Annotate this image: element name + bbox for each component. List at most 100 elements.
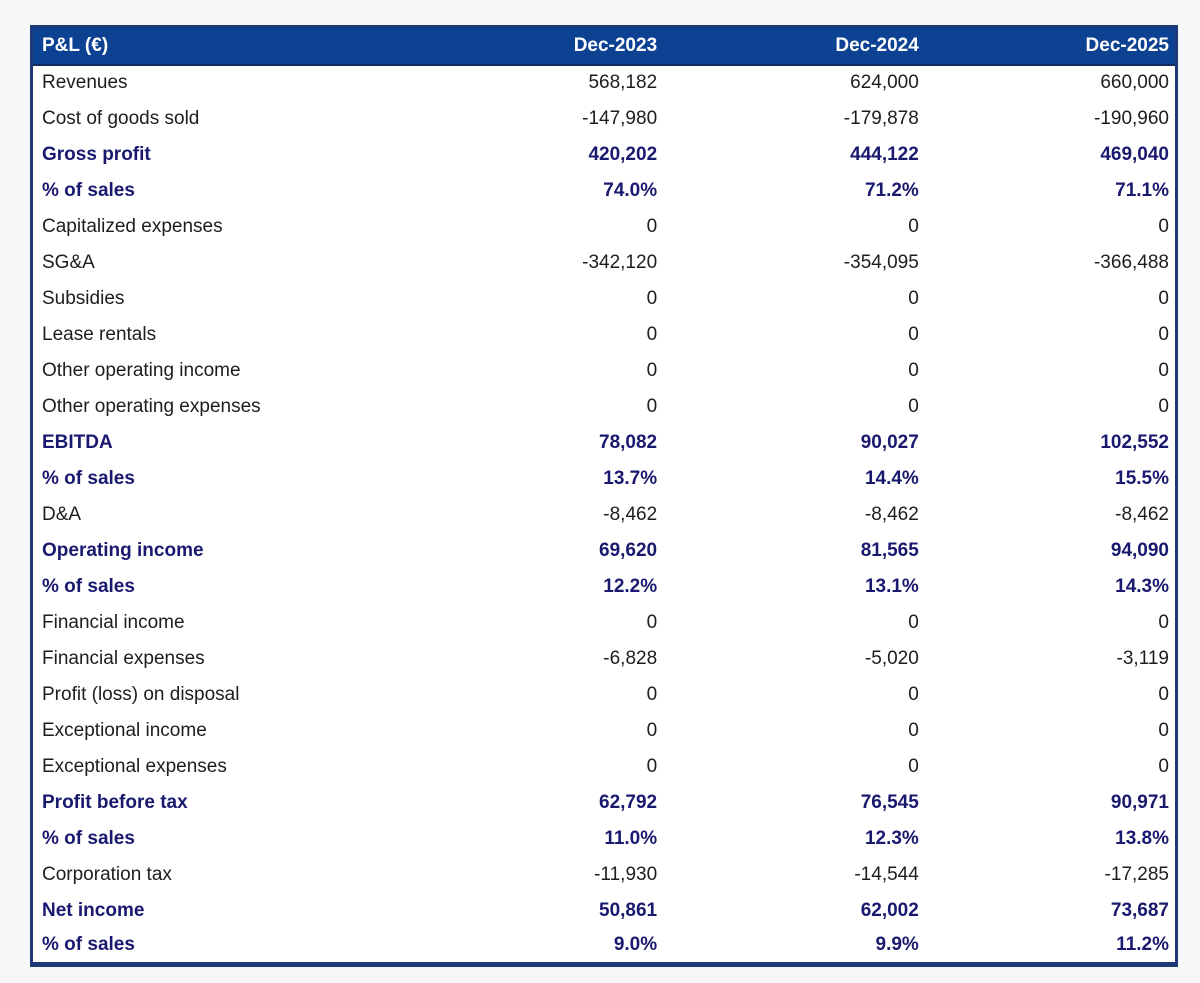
table-row: Profit (loss) on disposal 0 0 0 [32,677,1177,713]
cell-value: -179,878 [843,107,919,129]
table-title: P&L (€) [31,26,398,66]
cell-value: 74.0% [603,179,658,201]
cell-value: 0 [646,755,658,777]
row-label: % of sales [42,179,135,201]
cell-value: 14.4% [864,467,919,489]
cell-value: 9.0% [613,934,658,956]
cell-value: 0 [908,611,919,633]
cell-value: 0 [908,719,919,741]
cell-value: 81,565 [860,539,919,561]
cell-value: 0 [908,683,919,705]
cell-value: -190,960 [1093,107,1169,129]
cell-value: 71.1% [1115,179,1169,201]
cell-value: 0 [1158,611,1169,633]
cell-value: 12.3% [864,827,919,849]
table-row: Profit before tax 62,792 76,545 90,971 [32,785,1177,821]
cell-value: 94,090 [1110,539,1169,561]
row-label: % of sales [42,575,135,597]
cell-value: 0 [1158,755,1169,777]
cell-value: -342,120 [582,251,658,273]
cell-value: 0 [908,755,919,777]
row-label: % of sales [42,934,135,956]
cell-value: 0 [908,323,919,345]
row-label: Subsidies [42,287,125,309]
table-row: Lease rentals 0 0 0 [32,317,1177,353]
row-label: % of sales [42,827,135,849]
cell-value: 0 [1158,395,1169,417]
cell-value: -17,285 [1104,863,1169,885]
cell-value: 102,552 [1100,431,1169,453]
row-label: EBITDA [42,431,113,453]
row-label: Lease rentals [42,323,157,345]
cell-value: 71.2% [864,179,919,201]
row-label: Exceptional income [42,719,207,741]
column-header-dec-2023: Dec-2023 [397,26,666,66]
table-row: D&A -8,462 -8,462 -8,462 [32,497,1177,533]
cell-value: -3,119 [1116,647,1169,669]
cell-value: 0 [1158,683,1169,705]
cell-value: -8,462 [864,503,919,525]
row-label: Financial income [42,611,185,633]
table-row: Operating income 69,620 81,565 94,090 [32,533,1177,569]
cell-value: 0 [908,359,919,381]
cell-value: 420,202 [588,143,658,165]
row-label: Gross profit [42,143,151,165]
row-label: Profit before tax [42,791,188,813]
cell-value: -8,462 [1115,503,1169,525]
cell-value: 0 [646,395,658,417]
table-row: Financial income 0 0 0 [32,605,1177,641]
cell-value: 0 [646,215,658,237]
column-header-dec-2025: Dec-2025 [926,26,1177,66]
table-row: Cost of goods sold -147,980 -179,878 -190,9… [32,101,1177,137]
row-label: Operating income [42,539,204,561]
cell-value: 15.5% [1115,467,1169,489]
table-row: Revenues 568,182 624,000 660,000 [32,65,1177,101]
cell-value: 69,620 [599,539,658,561]
cell-value: 90,971 [1110,791,1169,813]
row-label: Profit (loss) on disposal [42,683,240,705]
cell-value: 13.8% [1115,827,1169,849]
cell-value: 0 [1158,215,1169,237]
row-label: Other operating expenses [42,395,261,417]
cell-value: 11.2% [1116,934,1169,956]
pnl-table: P&L (€) Dec-2023 Dec-2024 Dec-2025 Reven… [30,25,1178,967]
row-label: Other operating income [42,359,241,381]
cell-value: 0 [646,323,658,345]
cell-value: 0 [1158,287,1169,309]
row-label: Capitalized expenses [42,215,223,237]
cell-value: 76,545 [860,791,919,813]
cell-value: 0 [1158,719,1169,741]
table-row: Corporation tax -11,930 -14,544 -17,285 [32,857,1177,893]
cell-value: 12.2% [603,575,658,597]
cell-value: -8,462 [603,503,658,525]
table-row: EBITDA 78,082 90,027 102,552 [32,425,1177,461]
row-label: % of sales [42,467,135,489]
cell-value: -147,980 [582,107,658,129]
row-label: Exceptional expenses [42,755,227,777]
row-label: Revenues [42,72,128,93]
cell-value: -14,544 [854,863,919,885]
row-label: SG&A [42,251,95,273]
row-label: Net income [42,899,145,921]
table-row: Financial expenses -6,828 -5,020 -3,119 [32,641,1177,677]
cell-value: -5,020 [864,647,919,669]
cell-value: 0 [1158,359,1169,381]
cell-value: 660,000 [1100,72,1169,93]
cell-value: 568,182 [588,72,658,93]
column-header-dec-2024: Dec-2024 [665,26,927,66]
cell-value: 0 [646,719,658,741]
table-row: Other operating expenses 0 0 0 [32,389,1177,425]
table-row: % of sales 11.0% 12.3% 13.8% [32,821,1177,857]
cell-value: 0 [908,287,919,309]
cell-value: 0 [646,287,658,309]
table-row: Subsidies 0 0 0 [32,281,1177,317]
row-label: Corporation tax [42,863,172,885]
table-row: SG&A -342,120 -354,095 -366,488 [32,245,1177,281]
row-label: Financial expenses [42,647,205,669]
table-row: Other operating income 0 0 0 [32,353,1177,389]
table-row: Net income 50,861 62,002 73,687 [32,893,1177,929]
header-row: P&L (€) Dec-2023 Dec-2024 Dec-2025 [31,26,1177,66]
cell-value: 0 [646,611,658,633]
table-body: Revenues 568,182 624,000 660,000 Cost of goo… [32,65,1177,965]
